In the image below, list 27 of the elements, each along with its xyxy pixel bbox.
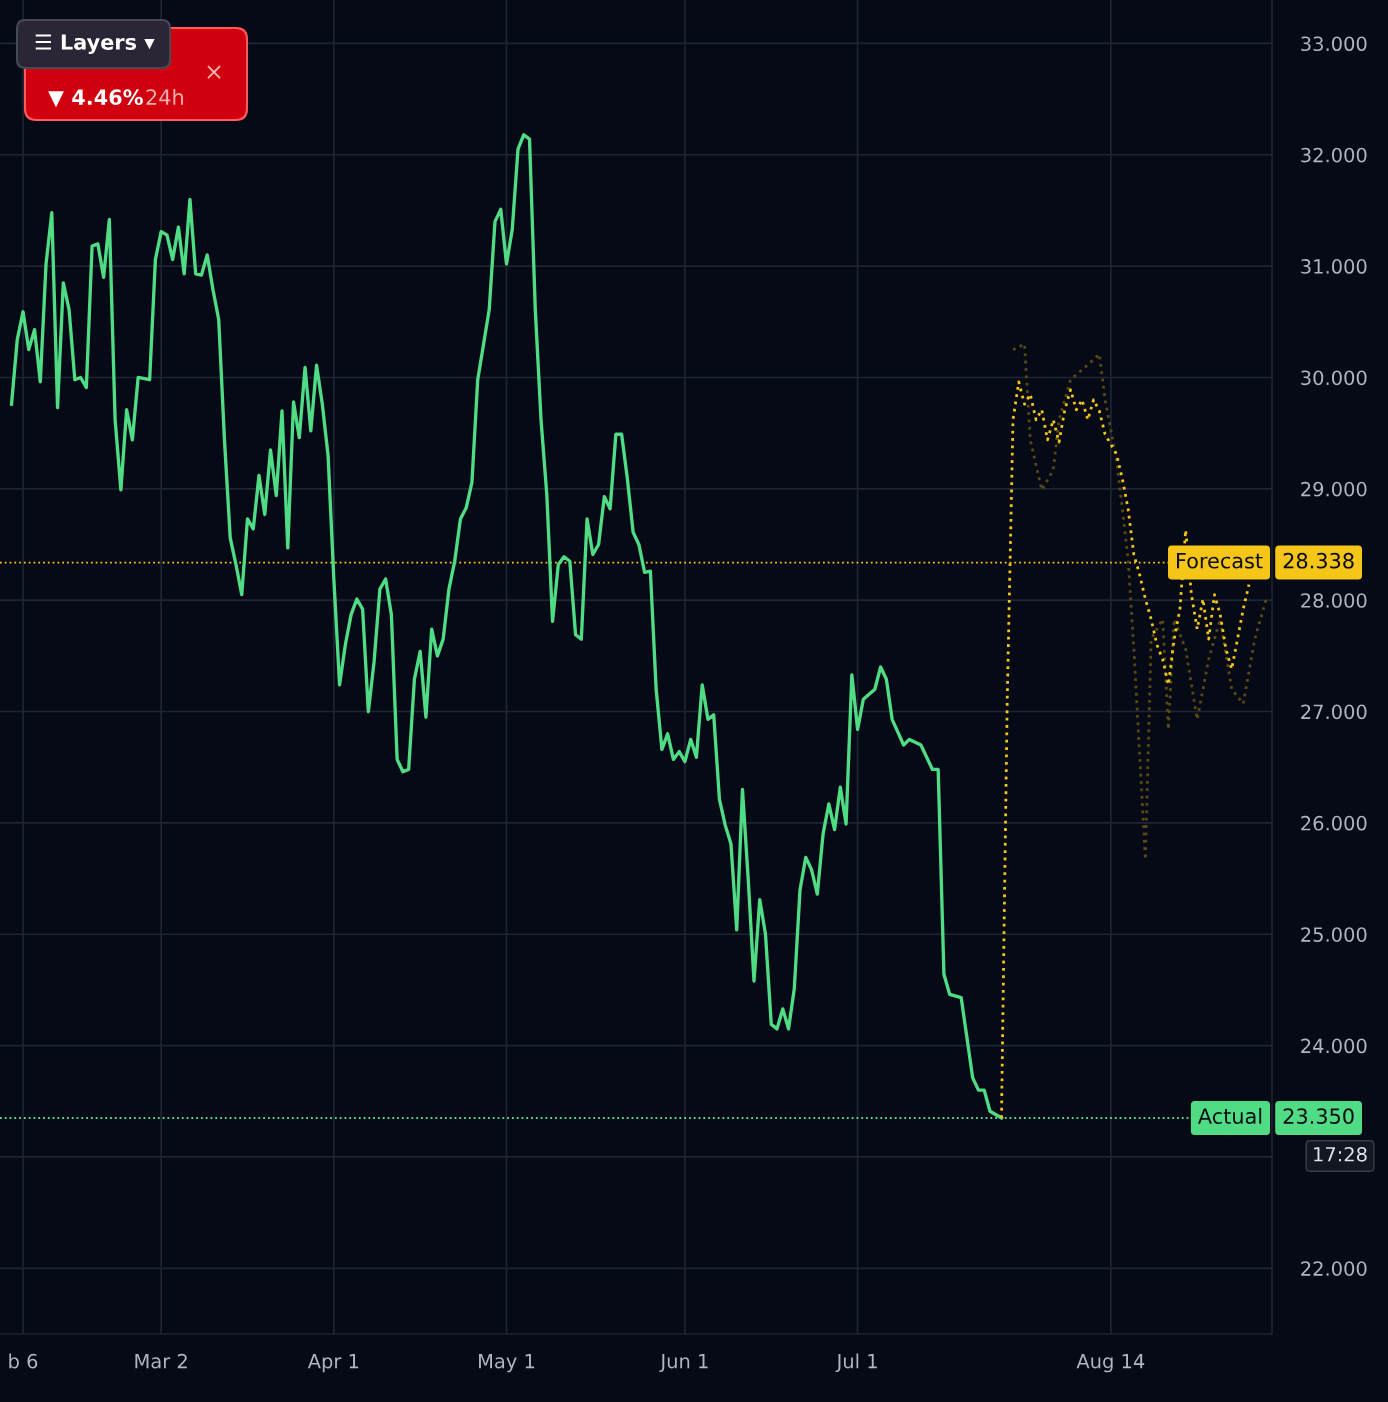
- x-tick-label: May 1: [479, 1354, 535, 1373]
- y-tick-label: 31.000: [1301, 259, 1367, 274]
- y-tick-label: 30.000: [1301, 370, 1367, 386]
- x-tick-label: b 6: [9, 1353, 38, 1369]
- annotation: ☰ Layers ▾: [35, 34, 155, 55]
- x-tick-label: Jun 1: [659, 1354, 708, 1373]
- x-tick-label: Mar 2: [135, 1353, 187, 1369]
- y-tick-label: 33.000: [1301, 36, 1367, 52]
- x-tick-label: Jul 1: [835, 1353, 877, 1373]
- annotation: ▼ 4.46%: [48, 89, 143, 108]
- annotation: ×: [207, 65, 221, 79]
- x-tick-label: Aug 14: [1076, 1354, 1145, 1373]
- y-tick-label: 27.000: [1301, 704, 1367, 720]
- text: 23.350: [1283, 1108, 1354, 1125]
- y-tick-label: 32.000: [1301, 147, 1367, 163]
- y-tick-label: 29.000: [1301, 481, 1367, 497]
- y-tick-label: 25.000: [1301, 927, 1367, 942]
- y-tick-label: 22.000: [1301, 1261, 1367, 1276]
- y-tick-label: 26.000: [1301, 815, 1367, 831]
- text: 28.338: [1283, 552, 1354, 569]
- text: 17:28: [1314, 1146, 1367, 1162]
- y-tick-label: 24.000: [1301, 1038, 1367, 1054]
- x-tick-label: Apr 1: [307, 1354, 359, 1373]
- ref-line-label: Actual: [1197, 1107, 1262, 1125]
- ref-line-label: Forecast: [1177, 553, 1263, 569]
- y-tick-label: 28.000: [1301, 593, 1367, 608]
- annotation: 24h: [146, 88, 183, 105]
